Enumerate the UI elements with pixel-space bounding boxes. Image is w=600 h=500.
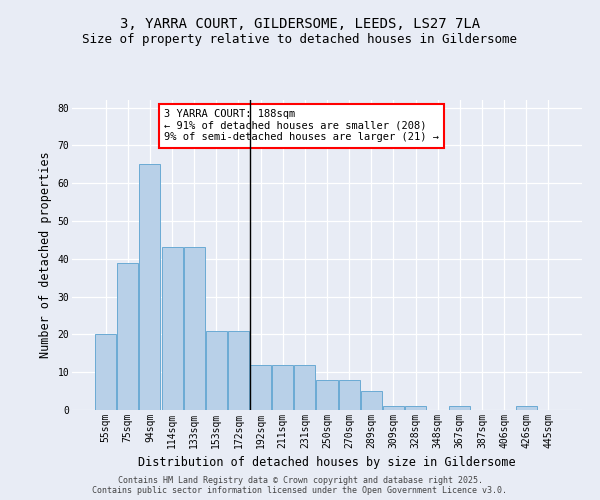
Bar bbox=[405, 406, 426, 410]
Text: Contains HM Land Registry data © Crown copyright and database right 2025.
Contai: Contains HM Land Registry data © Crown c… bbox=[92, 476, 508, 495]
Bar bbox=[206, 330, 227, 410]
Bar bbox=[272, 364, 293, 410]
Bar bbox=[515, 406, 536, 410]
Bar bbox=[184, 248, 205, 410]
Bar bbox=[383, 406, 404, 410]
Bar bbox=[316, 380, 338, 410]
Bar bbox=[338, 380, 359, 410]
Bar bbox=[449, 406, 470, 410]
Text: 3, YARRA COURT, GILDERSOME, LEEDS, LS27 7LA: 3, YARRA COURT, GILDERSOME, LEEDS, LS27 … bbox=[120, 18, 480, 32]
Bar bbox=[161, 248, 182, 410]
Bar bbox=[361, 391, 382, 410]
Bar bbox=[139, 164, 160, 410]
Text: Size of property relative to detached houses in Gildersome: Size of property relative to detached ho… bbox=[83, 32, 517, 46]
Y-axis label: Number of detached properties: Number of detached properties bbox=[39, 152, 52, 358]
Bar bbox=[118, 262, 139, 410]
Bar bbox=[250, 364, 271, 410]
Bar bbox=[95, 334, 116, 410]
X-axis label: Distribution of detached houses by size in Gildersome: Distribution of detached houses by size … bbox=[138, 456, 516, 469]
Bar bbox=[228, 330, 249, 410]
Bar bbox=[295, 364, 316, 410]
Text: 3 YARRA COURT: 188sqm
← 91% of detached houses are smaller (208)
9% of semi-deta: 3 YARRA COURT: 188sqm ← 91% of detached … bbox=[164, 110, 439, 142]
